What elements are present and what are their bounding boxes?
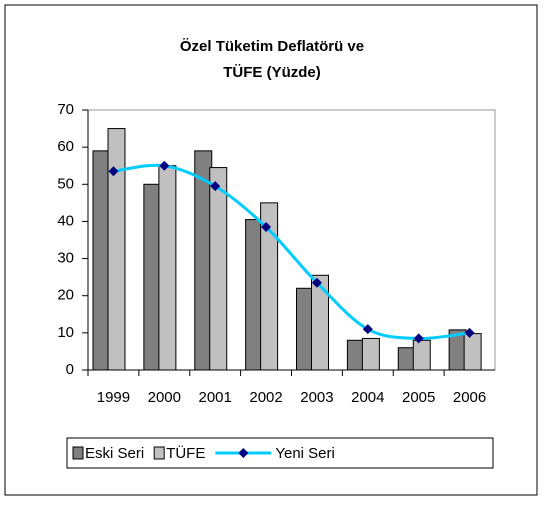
y-tick-label: 40 — [57, 212, 74, 229]
marker — [362, 324, 373, 335]
bar — [311, 274, 329, 371]
chart-title: TÜFE (Yüzde) — [223, 64, 321, 81]
x-tick-label: 2006 — [453, 389, 486, 406]
legend-label: Yeni Seri — [275, 445, 335, 462]
x-tick-label: 2004 — [351, 389, 384, 406]
marker — [108, 166, 119, 177]
y-tick-label: 60 — [57, 138, 74, 155]
bar — [143, 183, 162, 371]
y-tick-label: 50 — [57, 175, 74, 192]
x-tick-label: 1999 — [97, 389, 130, 406]
marker — [210, 181, 221, 192]
y-tick-label: 70 — [57, 101, 74, 118]
legend — [66, 437, 494, 469]
marker — [261, 222, 272, 232]
x-tick-label: 2000 — [148, 389, 181, 406]
marker — [311, 277, 322, 288]
bar — [463, 333, 482, 371]
bar — [245, 219, 264, 371]
bar — [412, 339, 431, 371]
bar — [296, 287, 314, 371]
marker — [413, 333, 424, 344]
x-tick-label: 2001 — [199, 389, 232, 406]
bar — [397, 347, 416, 371]
marker — [159, 160, 170, 171]
bar — [361, 337, 380, 371]
legend-swatch — [153, 446, 165, 460]
bar — [92, 150, 111, 371]
legend-label: Eski Seri — [85, 445, 144, 462]
y-tick-label: 0 — [66, 361, 74, 378]
y-tick-label: 10 — [57, 324, 74, 341]
y-tick-label: 30 — [57, 250, 74, 267]
x-tick-label: 2003 — [300, 389, 333, 406]
legend-swatch — [238, 448, 249, 458]
bar — [260, 202, 279, 371]
marker — [464, 327, 475, 338]
line — [113, 163, 470, 340]
bar — [346, 339, 365, 371]
x-tick-label: 2002 — [249, 389, 282, 406]
chart-title: Özel Tüketim Deflatörü ve — [180, 38, 364, 55]
bar — [209, 167, 228, 371]
bar — [158, 165, 177, 371]
y-tick-label: 20 — [57, 287, 74, 304]
x-tick-label: 2005 — [402, 389, 435, 406]
legend-swatch — [72, 446, 84, 460]
legend-label: TÜFE — [166, 444, 205, 462]
bar — [107, 128, 126, 371]
